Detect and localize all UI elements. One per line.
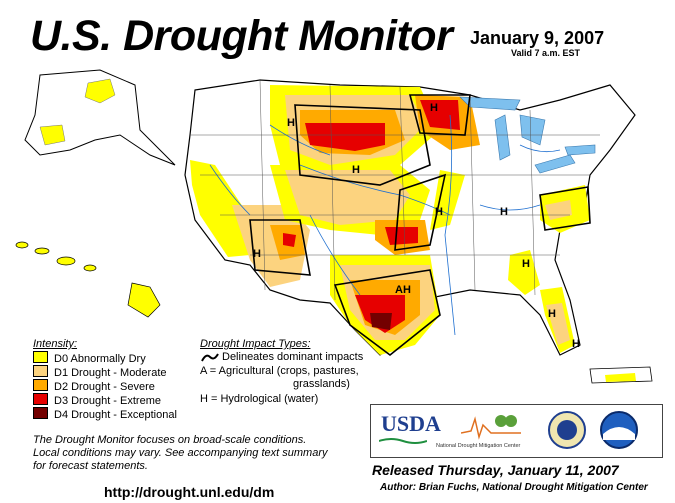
central-plains-d1-area [285, 170, 410, 225]
great-lakes [459, 96, 596, 174]
impact-boundaries [249, 94, 591, 357]
agency-logos: USDA National Drought Mitigation Center [370, 404, 663, 458]
noaa-logo-icon [600, 411, 638, 449]
note-line-1: The Drought Monitor focuses on broad-sca… [33, 434, 307, 446]
southeast-d0-area [508, 250, 540, 295]
ndmc-logo-icon [461, 415, 521, 440]
us-drought-map: H H H H H AH H H H H [15, 69, 653, 384]
alaska-d0-area [84, 78, 116, 104]
d0-label: D0 Abnormally Dry [54, 353, 146, 365]
usda-logo: USDA [381, 411, 441, 436]
hawaii-islands [15, 241, 161, 318]
map-date: January 9, 2007 [470, 28, 605, 48]
impact-label: H [500, 206, 508, 218]
florida-d1-area [546, 303, 570, 345]
impact-types-title: Drought Impact Types: [200, 338, 311, 350]
author-credit: Author: Brian Fuchs, National Drought Mi… [380, 482, 648, 493]
d2-label: D2 Drought - Severe [54, 381, 155, 393]
d1-swatch [33, 365, 48, 377]
impact-label: H [253, 248, 261, 260]
impact-agricultural-text: A = Agricultural (crops, pastures, [200, 365, 359, 377]
d4-label: D4 Drought - Exceptional [54, 409, 177, 421]
alaska-d0-area-2 [39, 124, 66, 146]
d4-swatch [33, 407, 48, 419]
d3-label: D3 Drought - Extreme [54, 395, 161, 407]
impact-label: H [572, 338, 580, 350]
map-title: U.S. Drought Monitor [30, 12, 453, 60]
legend-row-d3: D3 Drought - Extreme [33, 393, 161, 407]
note-line-3: for forecast statements. [33, 460, 148, 472]
legend-row-d0: D0 Abnormally Dry [33, 351, 146, 365]
impact-label: H [430, 102, 438, 114]
impact-label: H [522, 258, 530, 270]
west-d0-area [190, 160, 255, 257]
d1-label: D1 Drought - Moderate [54, 367, 167, 379]
minnesota-d3-area [420, 100, 460, 130]
legend-row-d2: D2 Drought - Severe [33, 379, 155, 393]
state-borders [190, 79, 600, 301]
impact-labels: H H H H H AH H H H H [253, 102, 580, 350]
oklahoma-d3-area [385, 227, 418, 245]
note-line-2: Local conditions may vary. See accompany… [33, 447, 328, 459]
impact-label: H [548, 308, 556, 320]
legend-row-d4: D4 Drought - Exceptional [33, 407, 177, 421]
intensity-title: Intensity: [33, 338, 78, 350]
impact-agricultural-text-2: grasslands) [293, 378, 350, 390]
valid-time: Valid 7 a.m. EST [511, 48, 581, 58]
release-date: Released Thursday, January 11, 2007 [372, 462, 619, 478]
website-link[interactable]: http://drought.unl.edu/dm [104, 484, 275, 500]
d2-swatch [33, 379, 48, 391]
commerce-seal-icon [548, 411, 586, 449]
impact-delineates-text: Delineates dominant impacts [222, 351, 364, 363]
impact-label: H [435, 206, 443, 218]
texas-d4-area [370, 313, 392, 330]
impact-label: H [287, 117, 295, 129]
disclaimer-note: The Drought Monitor focuses on broad-sca… [33, 434, 363, 473]
d3-swatch [33, 393, 48, 405]
north-plains-d3-area [305, 123, 385, 151]
ndmc-logo-text: National Drought Mitigation Center [436, 443, 521, 449]
impact-label: AH [395, 284, 411, 296]
usda-wave-icon [379, 438, 427, 444]
impact-hydrological-text: H = Hydrological (water) [200, 393, 319, 405]
arizona-d3-area [283, 233, 296, 247]
legend-row-d1: D1 Drought - Moderate [33, 365, 167, 379]
impact-line-icon [201, 353, 219, 362]
d0-swatch [33, 351, 48, 363]
impact-label: H [352, 164, 360, 176]
